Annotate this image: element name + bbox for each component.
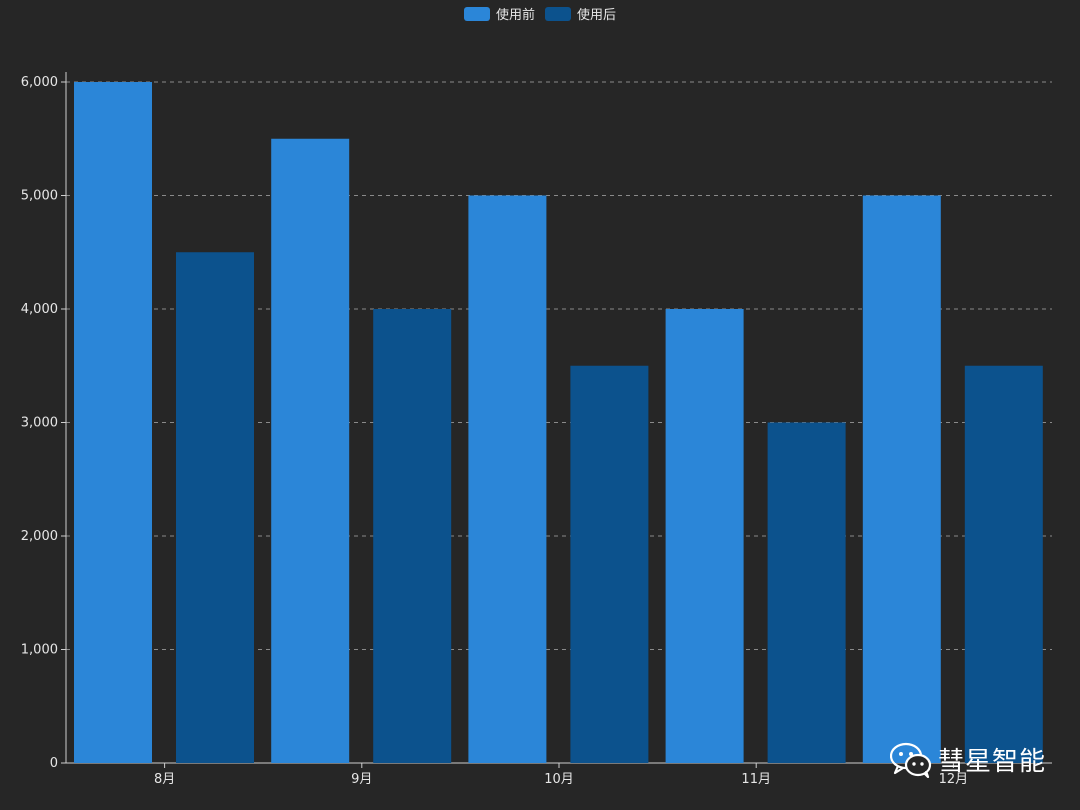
y-tick-label: 5,000 [21,189,58,204]
y-tick-label: 6,000 [21,75,58,90]
y-tick-label: 0 [50,756,58,771]
x-tick-label: 10月 [544,772,574,787]
x-tick-label: 8月 [154,772,175,787]
legend-swatch-before [463,6,490,21]
bar-after [176,252,254,763]
legend-label-after: 使用后 [577,8,617,23]
bar-before [468,195,547,763]
legend-label-before: 使用前 [495,8,535,23]
y-tick-label: 4,000 [21,302,58,317]
wechat-icon [889,742,932,778]
bar-after [373,309,452,763]
legend-swatch-after [545,6,571,21]
y-tick-label: 1,000 [21,643,58,658]
watermark: 彗星智能 [889,741,1046,778]
bar-after [964,365,1043,763]
legend-item-after[interactable]: 使用后 [545,4,616,23]
bar-before [74,82,152,763]
legend-item-before[interactable]: 使用前 [463,4,535,23]
y-tick-label: 2,000 [21,529,58,544]
x-tick-label: 11月 [741,772,771,787]
legend: 使用前 使用后 [0,4,1080,23]
bar-after [570,365,649,763]
x-tick-label: 9月 [351,772,372,787]
bar-before [271,138,350,763]
bar-before [665,309,744,763]
y-tick-label: 3,000 [21,416,58,431]
watermark-text: 彗星智能 [937,747,1046,777]
bar-before [862,195,941,763]
bar-after [767,422,846,763]
x-tick-label: 12月 [939,772,969,787]
